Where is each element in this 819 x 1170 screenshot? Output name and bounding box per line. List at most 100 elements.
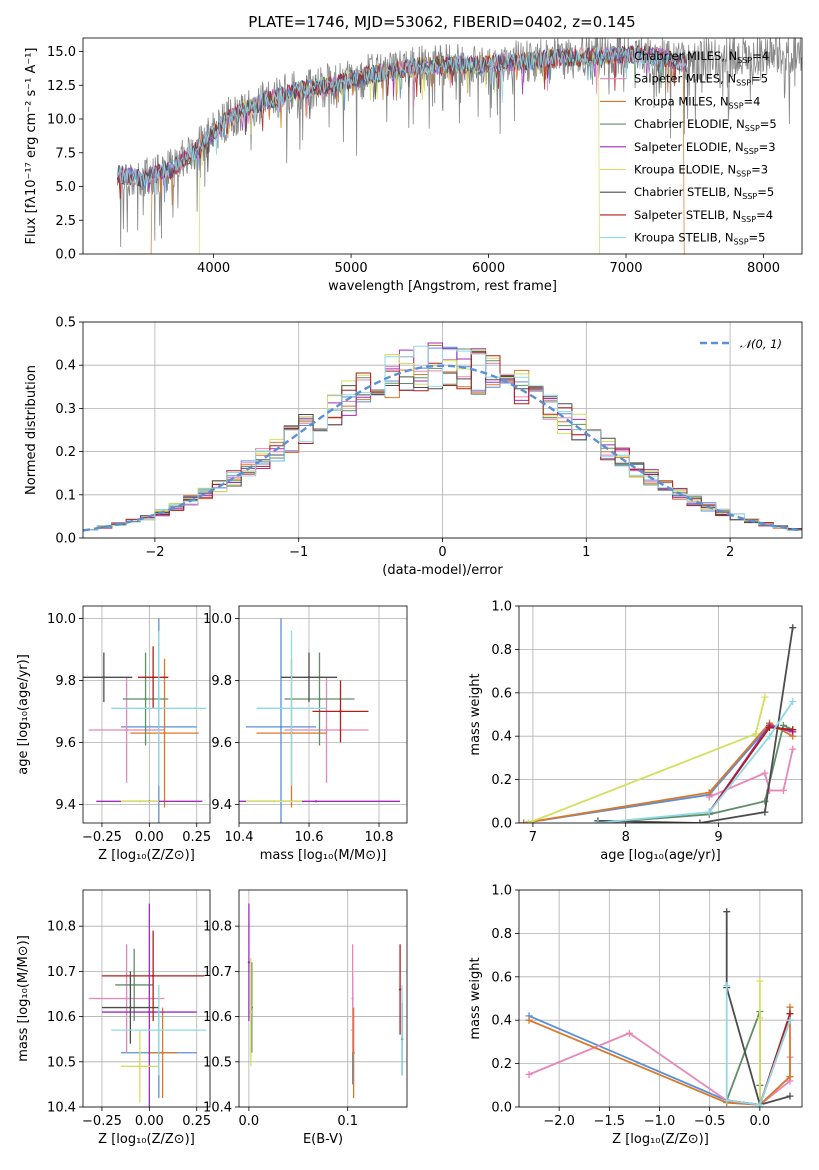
point-salpeter-miles: [351, 997, 354, 1000]
plot-area-spectrum: [117, 38, 802, 254]
y-tick-label: 9.8: [55, 674, 76, 689]
point-chabrier-elodie: [132, 983, 136, 987]
figure-title: PLATE=1746, MJD=53062, FIBERID=0402, z=0…: [248, 13, 635, 31]
x-tick-label: −1: [289, 545, 308, 560]
y-tick-label: 12.5: [47, 79, 76, 94]
marker-plus: [705, 789, 713, 797]
marker-plus: [525, 1016, 533, 1024]
x-tick-label: 7000: [609, 261, 642, 276]
marker-plus: [789, 726, 797, 734]
x-axis-label: (data-model)/error: [382, 563, 503, 578]
x-tick-label: 10.8: [365, 830, 394, 845]
legend-label: 𝒩(0, 1): [740, 337, 782, 351]
y-tick-label: 10.5: [203, 1055, 232, 1070]
marker-plus: [786, 1010, 794, 1018]
point-chabrier-stelib: [307, 676, 311, 679]
marker-plus: [761, 693, 769, 701]
y-tick-label: 0.5: [55, 316, 76, 331]
marker-plus: [625, 1029, 633, 1037]
y-tick-label: 10.8: [47, 920, 76, 935]
y-tick-label: 10.0: [203, 612, 232, 627]
y-tick-label: 9.4: [55, 798, 76, 813]
point-salpeter-elodie: [148, 1010, 151, 1014]
x-tick-label: 0.0: [750, 1114, 771, 1129]
x-tick-label: 10.6: [295, 830, 324, 845]
axes-frame: [518, 605, 803, 824]
plot-area-mass_weight_vs_Z: [525, 908, 794, 1107]
point-kroupa-elodie: [138, 1065, 142, 1068]
y-tick-label: 0.1: [55, 488, 76, 503]
legend-label: Salpeter ELODIE, NSSP=3: [634, 140, 776, 156]
point-salpeter-stelib: [339, 710, 342, 713]
plot-area-age_vs_mass: [239, 618, 400, 823]
point-salpeter-stelib: [151, 676, 155, 679]
marker-plus: [723, 1096, 731, 1104]
x-tick-label: 0.25: [182, 1114, 211, 1129]
y-tick-label: 0.0: [55, 248, 76, 263]
y-tick-label: 0.6: [491, 970, 512, 985]
x-tick-label: 0.00: [135, 1114, 164, 1129]
point-salpeter-miles: [125, 997, 128, 1000]
x-tick-label: 0.25: [182, 830, 211, 845]
y-tick-label: 10.4: [203, 1101, 232, 1116]
y-tick-label: 0.8: [491, 643, 512, 658]
axes-frame: [518, 889, 803, 1108]
legend-label: Kroupa MILES, NSSP=4: [634, 94, 760, 110]
y-tick-label: 9.8: [211, 674, 232, 689]
y-axis-label: age [log₁₀(age/yr)]: [16, 654, 31, 775]
y-tick-label: 10.0: [47, 612, 76, 627]
x-tick-label: 4000: [197, 261, 230, 276]
legend-label: Chabrier ELODIE, NSSP=5: [634, 117, 777, 133]
y-tick-label: 0.4: [55, 359, 76, 374]
panel-mass_weight_vs_age: 7 8 9 0.0 0.2 0.4 0.6 0.8 1.0 age [log₁₀(age/yr)]…: [468, 600, 803, 863]
y-tick-label: 10.0: [47, 113, 76, 128]
marker-plus: [789, 624, 797, 632]
point-kroupa-elodie: [249, 1010, 253, 1014]
panel-mass_vs_ebv: 0.0 0.1 10.4 10.5 10.6 10.7 10.8 E(B-V): [203, 889, 408, 1147]
axes-frame: [238, 605, 408, 824]
marker-plus: [786, 1016, 794, 1024]
y-tick-label: 0.0: [491, 1101, 512, 1116]
x-tick-label: −0.25: [82, 1114, 122, 1129]
marker-plus: [520, 819, 528, 823]
x-axis-label: Z [log₁₀(Z/Z⊙)]: [98, 1132, 195, 1147]
marker-plus: [786, 1092, 794, 1100]
y-tick-label: 0.8: [491, 927, 512, 942]
point-salpeter-miles: [325, 728, 328, 732]
x-axis-label: E(B-V): [303, 1132, 343, 1147]
y-tick-label: 0.0: [491, 817, 512, 832]
x-tick-label: 8000: [747, 261, 780, 276]
grid-age_vs_Z: [83, 606, 210, 823]
x-axis-label: mass [log₁₀(M/M⊙)]: [260, 848, 387, 863]
model-line-chabrier-stelib: [117, 45, 688, 188]
x-tick-label: 0: [438, 545, 446, 560]
y-tick-label: 5.0: [55, 180, 76, 195]
point-kroupa-stelib: [290, 707, 293, 710]
plot-area-age_vs_Z: [83, 618, 207, 823]
point-chabrier-stelib: [102, 676, 106, 679]
panel-mass_weight_vs_Z: −2.0 −1.5 −1.0 −0.5 0.0 0.0 0.2 0.4 0.6 0.8 1.0 Z […: [468, 884, 803, 1147]
marker-plus: [723, 981, 731, 989]
marker-plus: [789, 745, 797, 753]
legend-label: Chabrier MILES, NSSP=4: [634, 49, 769, 65]
legend-label: Kroupa STELIB, NSSP=5: [634, 231, 765, 247]
legend-label: Salpeter STELIB, NSSP=4: [634, 208, 773, 224]
y-axis-label: mass weight: [468, 673, 483, 755]
marker-plus: [756, 1014, 764, 1022]
x-axis-label: Z [log₁₀(Z/Z⊙)]: [98, 848, 195, 863]
x-axis-label: Z [log₁₀(Z/Z⊙)]: [612, 1132, 709, 1147]
point-kroupa-elodie: [272, 800, 276, 803]
panel-spectrum: 4000 5000 6000 7000 8000 0.0 2.5 5.0 7.5 10.0 12.5…: [24, 37, 803, 294]
hist-kroupa-stelib: [83, 345, 802, 538]
x-tick-label: 0.0: [239, 1114, 260, 1129]
y-tick-label: 9.6: [55, 736, 76, 751]
series-chabrier-stelib: [597, 627, 794, 823]
point-salpeter-stelib: [151, 974, 155, 978]
marker-plus: [524, 819, 532, 823]
marker-plus: [756, 1101, 764, 1107]
point-chabrier-elodie: [318, 697, 321, 701]
x-tick-label: 5000: [335, 261, 368, 276]
panel-residuals: −2 −1 0 1 2 0.0 0.1 0.2 0.3 0.4 0.5 (data-model)/er…: [24, 316, 803, 578]
marker-plus: [766, 732, 774, 740]
